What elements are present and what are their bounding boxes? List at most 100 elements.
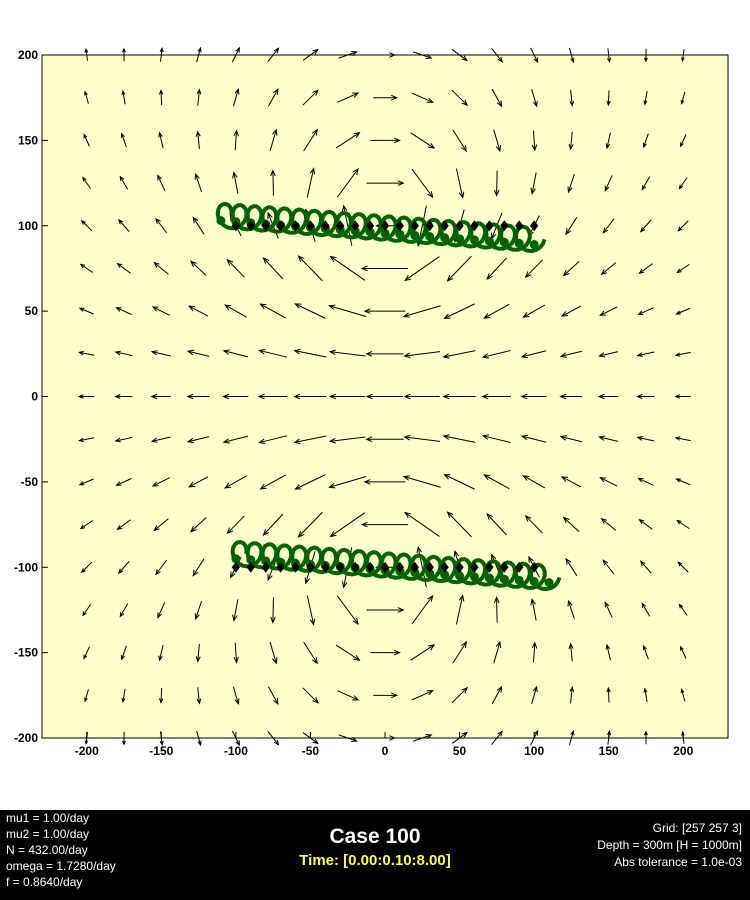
arrow-head: [363, 479, 371, 485]
arrow-shaft: [231, 47, 240, 63]
arrow-shaft: [302, 49, 319, 61]
arrow-shaft: [267, 88, 279, 107]
x-tick-label: -150: [149, 744, 173, 758]
trajectory-point: [529, 240, 539, 250]
field-arrow: [294, 474, 326, 490]
arrow-shaft: [531, 686, 538, 704]
arrow-shaft: [272, 597, 274, 623]
field-arrow: [373, 94, 399, 101]
arrow-shaft: [195, 173, 203, 193]
field-arrow: [338, 734, 358, 743]
particle-marker: [291, 220, 300, 232]
field-arrow: [443, 303, 475, 319]
arrow-head: [114, 394, 121, 399]
arrow-shaft: [336, 168, 359, 198]
arrow-shaft: [601, 518, 617, 531]
arrow-head: [495, 145, 502, 153]
field-arrow: [442, 393, 476, 400]
field-arrow: [329, 255, 366, 281]
arrow-head: [524, 271, 532, 278]
arrow-head: [404, 275, 412, 282]
trajectory-point: [529, 576, 539, 586]
arrow-head: [491, 553, 497, 561]
arrow-head: [638, 268, 645, 275]
arrow-shaft: [568, 730, 574, 746]
arrow-head: [192, 569, 199, 577]
particle-marker: [246, 561, 255, 573]
arrow-head: [273, 47, 280, 54]
field-arrow: [531, 685, 538, 704]
field-arrow: [232, 171, 239, 194]
arrow-head: [674, 352, 681, 357]
arrow-shaft: [570, 131, 573, 150]
arrow-head: [598, 352, 606, 358]
arrow-head: [259, 483, 267, 490]
arrow-shaft: [523, 475, 546, 489]
x-tick-label: 100: [524, 744, 544, 758]
field-arrow: [360, 265, 408, 272]
field-arrow: [306, 595, 316, 626]
field-arrow: [410, 644, 436, 661]
field-arrow: [267, 730, 280, 746]
arrow-shaft: [329, 351, 366, 357]
arrow-shaft: [678, 604, 688, 616]
particle-marker: [500, 220, 509, 232]
arrow-head: [158, 698, 164, 704]
arrow-head: [159, 740, 164, 747]
field-arrow: [677, 561, 689, 573]
x-tick-label: -50: [302, 744, 320, 758]
arrow-shaft: [303, 129, 318, 152]
field-arrow: [328, 349, 366, 357]
trajectory-point: [469, 235, 479, 245]
arrow-head: [121, 89, 126, 96]
particle-marker: [351, 561, 360, 573]
arrow-head: [77, 394, 84, 399]
field-arrow: [80, 219, 93, 232]
arrow-head: [483, 474, 491, 480]
arrow-head: [293, 438, 301, 445]
trajectory-point: [469, 572, 479, 582]
arrow-shaft: [119, 603, 129, 617]
arrow-head: [232, 171, 238, 179]
field-arrow: [365, 436, 404, 442]
arrow-head: [150, 350, 158, 356]
field-arrow: [600, 262, 617, 276]
field-arrow: [116, 519, 131, 531]
field-arrow: [680, 91, 686, 105]
field-arrow: [639, 560, 652, 574]
arrow-shaft: [122, 91, 126, 105]
arrow-shaft: [606, 644, 611, 661]
particle-marker: [246, 220, 255, 232]
arrow-head: [428, 142, 436, 149]
field-arrow: [486, 513, 507, 536]
arrow-shaft: [234, 130, 238, 151]
arrow-head: [393, 137, 401, 144]
field-arrow: [117, 561, 130, 575]
field-arrow: [192, 216, 205, 235]
y-tick-label: -50: [21, 475, 39, 489]
arrow-shaft: [565, 558, 578, 576]
field-arrow: [232, 87, 240, 107]
field-arrow: [119, 175, 129, 190]
arrow-shaft: [639, 263, 653, 274]
arrow-shaft: [118, 561, 130, 574]
field-arrow: [194, 172, 203, 193]
particle-marker: [485, 561, 494, 573]
arrow-shaft: [115, 436, 133, 442]
field-arrow: [157, 602, 166, 619]
field-arrow: [491, 730, 504, 746]
field-arrow: [366, 607, 405, 613]
arrow-head: [680, 99, 685, 105]
arrow-shaft: [491, 730, 503, 746]
arrow-head: [606, 686, 611, 693]
arrow-head: [639, 560, 646, 566]
arrow-head: [389, 52, 397, 58]
arrow-head: [223, 482, 232, 489]
field-arrow: [606, 90, 611, 107]
arrow-head: [680, 688, 685, 694]
arrow-head: [602, 559, 609, 566]
arrow-shaft: [638, 477, 654, 486]
arrow-head: [158, 131, 163, 138]
arrow-head: [458, 594, 465, 602]
y-tick-label: 200: [18, 48, 38, 62]
